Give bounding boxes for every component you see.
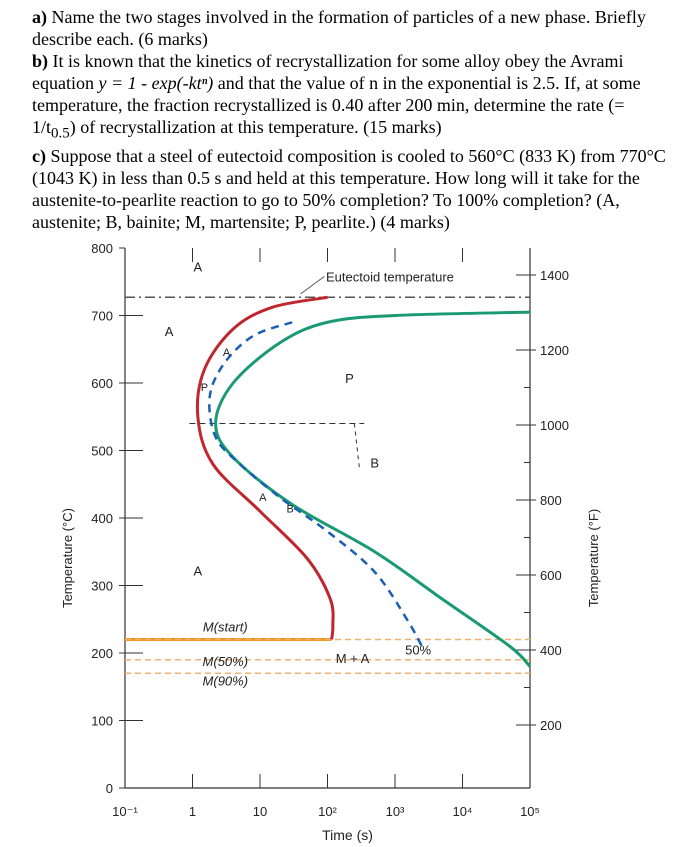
x-tick-label: 10⁴ [452, 804, 472, 819]
y-tick-label: 600 [91, 376, 113, 391]
curve-label-a-upper: A [223, 347, 231, 359]
x-tick-label: 1 [189, 804, 196, 819]
question-c-text: Suppose that a steel of eutectoid compos… [32, 145, 666, 232]
eutectoid-leader [300, 275, 325, 295]
label-m-start: M(start) [203, 620, 248, 635]
y2-tick-label: 800 [540, 493, 562, 508]
question-b-subscript: 0.5 [51, 125, 70, 142]
region-label-austenite-top: A [194, 260, 203, 275]
y-tick-label: 100 [91, 714, 113, 729]
x-tick-label: 10³ [386, 804, 405, 819]
question-b-label: b) [32, 51, 49, 71]
x-tick-label: 10⁻¹ [112, 804, 138, 819]
label-50-percent: 50% [405, 643, 431, 658]
question-b-text-3: ) of recrystallization at this temperatu… [69, 117, 442, 137]
ttt-diagram: 0 100 200 300 400 500 600 700 800 200 400 600 800 100… [60, 241, 601, 843]
x-tick-label: 10 [253, 804, 267, 819]
curve-0 [195, 295, 335, 640]
question-a-text: Name the two stages involved in the form… [32, 7, 646, 49]
question-c-label: c) [32, 145, 46, 166]
y2-tick-label: 200 [540, 718, 562, 733]
x-axis-label: Time (s) [322, 827, 373, 843]
region-label-austenite-left: A [165, 324, 174, 339]
question-a-label: a) [32, 7, 47, 27]
x-tick-label: 10² [318, 804, 337, 819]
y-tick-label: 500 [91, 444, 113, 459]
question-b-text-2: and that the value of n in the exponenti… [32, 73, 641, 137]
y2-tick-label: 600 [540, 568, 562, 583]
region-label-bainite: B [370, 455, 379, 470]
avrami-equation: y = 1 - exp(-ktⁿ) [98, 73, 214, 93]
region-label-austenite-low: A [194, 563, 203, 578]
region-label-martensite-austenite: M + A [336, 651, 370, 666]
y-axis-label: Temperature (°C) [60, 508, 75, 608]
region-label-pearlite: P [345, 371, 354, 386]
curve-2 [208, 321, 423, 647]
x-tick-label: 10⁵ [520, 804, 540, 819]
label-m-50: M(50%) [203, 654, 249, 669]
y-tick-label: 800 [91, 241, 113, 256]
y-tick-label: 300 [91, 579, 113, 594]
y-tick-label: 200 [91, 646, 113, 661]
question-a: a) Name the two stages involved in the f… [32, 6, 672, 50]
y2-tick-label: 1400 [540, 268, 569, 283]
curve-label-p: P [201, 382, 208, 394]
question-b: b) It is known that the kinetics of recr… [32, 50, 672, 145]
question-block: a) Name the two stages involved in the f… [32, 6, 672, 233]
boundary-tail [353, 423, 361, 471]
curve-label-b: B [287, 504, 294, 516]
y2-tick-label: 1000 [540, 418, 569, 433]
question-b-text-1: It is known that the kinetics of recryst… [32, 51, 624, 93]
y2-tick-label: 1200 [540, 343, 569, 358]
label-m-90: M(90%) [203, 673, 249, 688]
y-tick-label: 700 [91, 309, 113, 324]
y2-tick-label: 400 [540, 643, 562, 658]
curve-label-a-lower: A [259, 492, 267, 504]
eutectoid-label: Eutectoid temperature [326, 269, 454, 284]
question-c: c) Suppose that a steel of eutectoid com… [32, 145, 672, 233]
y2-axis-label: Temperature (°F) [586, 509, 601, 607]
curve-1 [214, 310, 532, 668]
y-tick-label: 400 [91, 511, 113, 526]
y-tick-label: 0 [106, 781, 113, 796]
